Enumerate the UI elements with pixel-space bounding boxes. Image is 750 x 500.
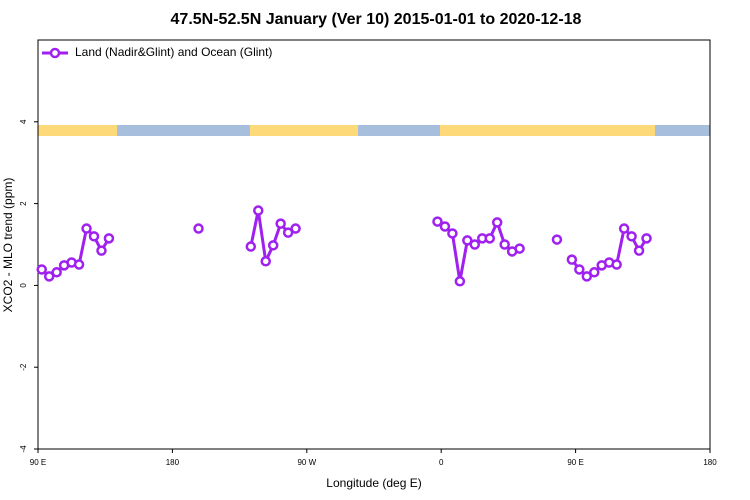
x-axis-label: Longitude (deg E) (326, 476, 421, 490)
point (574, 264, 585, 275)
point (626, 231, 637, 242)
y-tick-label: 4 (19, 119, 28, 124)
land-ocean-strip (38, 125, 710, 136)
point (514, 243, 525, 254)
point (566, 254, 578, 265)
point (618, 223, 630, 234)
point (589, 267, 600, 278)
y-tick-label: -4 (19, 445, 28, 453)
point (73, 259, 85, 270)
legend-marker (49, 47, 61, 59)
point (581, 271, 593, 282)
x-tick-label: 90 E (567, 458, 583, 467)
point (641, 233, 652, 244)
point (447, 228, 458, 239)
legend-label: Land (Nadir&Glint) and Ocean (Glint) (75, 45, 272, 59)
x-tick-label: 180 (703, 458, 717, 467)
plot-frame (37, 39, 711, 450)
legend: Land (Nadir&Glint) and Ocean (Glint) (42, 45, 272, 59)
point (484, 233, 495, 244)
point (491, 217, 503, 228)
point (432, 216, 443, 227)
point (499, 239, 510, 250)
y-tick-label: 2 (19, 201, 28, 206)
x-tick-label: 0 (439, 458, 444, 467)
point (36, 264, 47, 275)
point (253, 205, 264, 216)
chart-title: 47.5N-52.5N January (Ver 10) 2015-01-01 … (171, 11, 582, 28)
point (88, 231, 100, 242)
point (439, 221, 451, 232)
point (462, 235, 473, 246)
point (282, 227, 294, 238)
point (96, 245, 107, 256)
series-line (40, 209, 648, 283)
point (81, 223, 92, 234)
point (51, 267, 62, 278)
y-axis-label: XCO2 - MLO trend (ppm) (1, 178, 15, 313)
point (611, 259, 622, 270)
point (267, 240, 279, 251)
point (275, 218, 286, 229)
y-tick-label: 0 (19, 283, 28, 288)
y-tick-label: -2 (19, 363, 28, 371)
point (43, 271, 55, 282)
point (193, 223, 204, 234)
point (260, 256, 271, 267)
point (454, 276, 466, 287)
point (551, 234, 563, 245)
x-tick-label: 90 W (297, 458, 316, 467)
x-tick-label: 90 E (30, 458, 46, 467)
point (245, 241, 257, 252)
x-tick-label: 180 (166, 458, 180, 467)
point (469, 239, 481, 250)
point (633, 245, 645, 256)
point (103, 233, 115, 244)
point (290, 223, 301, 234)
